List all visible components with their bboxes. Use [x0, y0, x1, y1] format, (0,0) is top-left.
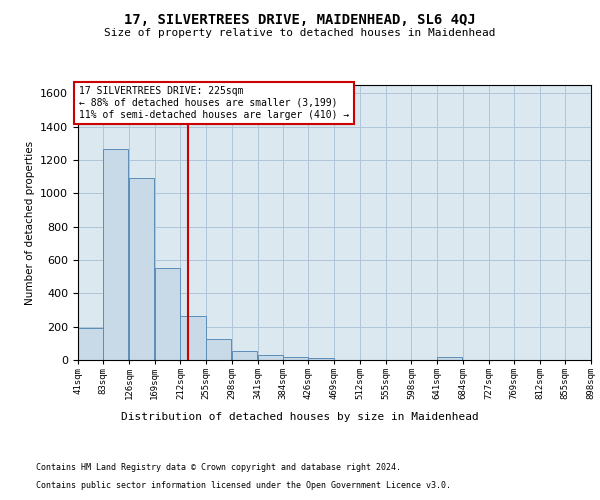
Bar — [437, 356, 463, 360]
Text: 17 SILVERTREES DRIVE: 225sqm
← 88% of detached houses are smaller (3,199)
11% of: 17 SILVERTREES DRIVE: 225sqm ← 88% of de… — [79, 86, 349, 120]
Text: Distribution of detached houses by size in Maidenhead: Distribution of detached houses by size … — [121, 412, 479, 422]
Bar — [283, 356, 308, 360]
Text: Size of property relative to detached houses in Maidenhead: Size of property relative to detached ho… — [104, 28, 496, 38]
Text: Contains HM Land Registry data © Crown copyright and database right 2024.: Contains HM Land Registry data © Crown c… — [36, 462, 401, 471]
Bar — [181, 316, 206, 360]
Y-axis label: Number of detached properties: Number of detached properties — [25, 140, 35, 304]
Text: Contains public sector information licensed under the Open Government Licence v3: Contains public sector information licen… — [36, 481, 451, 490]
Bar — [155, 268, 180, 360]
Bar — [308, 358, 334, 360]
Text: 17, SILVERTREES DRIVE, MAIDENHEAD, SL6 4QJ: 17, SILVERTREES DRIVE, MAIDENHEAD, SL6 4… — [124, 12, 476, 26]
Bar — [206, 339, 231, 360]
Bar — [78, 328, 103, 360]
Bar — [103, 149, 128, 360]
Bar — [257, 355, 283, 360]
Bar — [129, 178, 154, 360]
Bar — [232, 351, 257, 360]
